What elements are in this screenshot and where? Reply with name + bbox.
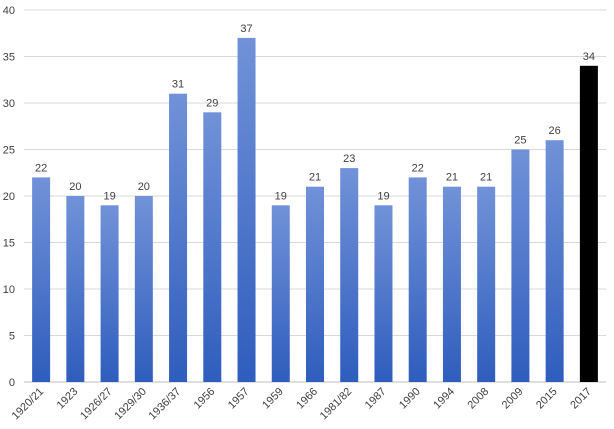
data-label: 19 <box>377 190 389 202</box>
y-tick-label: 25 <box>3 145 15 157</box>
x-tick-label: 1920/21 <box>10 386 47 423</box>
x-tick-label: 1926/27 <box>78 386 115 423</box>
bar-1994 <box>442 186 461 382</box>
y-tick-label: 5 <box>9 331 15 343</box>
bars <box>32 37 598 383</box>
y-tick-label: 10 <box>3 284 15 296</box>
data-label: 19 <box>275 190 287 202</box>
bar-1956 <box>203 112 222 383</box>
x-tick-label: 1957 <box>226 386 252 412</box>
x-tick-label: 1929/30 <box>112 386 149 423</box>
data-label: 25 <box>514 135 526 147</box>
x-tick-label: 1990 <box>397 386 423 412</box>
x-tick-label: 1966 <box>294 386 320 412</box>
x-tick-label: 2017 <box>568 386 594 412</box>
y-tick-label: 40 <box>3 5 15 17</box>
bar-1966 <box>306 186 324 382</box>
y-axis-ticks: 0 5 10 15 20 25 30 35 40 <box>3 5 15 389</box>
data-label: 34 <box>583 51 595 63</box>
x-tick-label: 1923 <box>55 386 81 412</box>
y-tick-label: 15 <box>3 238 15 250</box>
bar-2008 <box>477 186 496 382</box>
data-label: 23 <box>343 153 355 165</box>
data-label: 29 <box>206 97 218 109</box>
x-tick-label: 1994 <box>431 386 457 412</box>
data-label: 21 <box>446 172 458 184</box>
bar-1987 <box>374 205 393 382</box>
y-tick-label: 30 <box>3 98 15 110</box>
data-label: 26 <box>549 125 561 137</box>
y-tick-label: 20 <box>3 191 15 203</box>
bar-1936/37 <box>169 93 188 382</box>
x-tick-label: 1959 <box>260 386 286 412</box>
bar-1929/30 <box>134 196 153 382</box>
data-label: 21 <box>480 172 492 184</box>
data-label: 20 <box>69 181 81 193</box>
data-label: 20 <box>138 181 150 193</box>
x-tick-label: 1981/82 <box>318 386 355 423</box>
x-tick-label: 1956 <box>192 386 218 412</box>
x-tick-label: 2008 <box>465 386 491 412</box>
data-label: 22 <box>35 162 47 174</box>
bar-1981/82 <box>340 168 359 382</box>
bar-1920/21 <box>32 177 51 382</box>
bar-2009 <box>511 149 530 382</box>
data-label: 19 <box>103 190 115 202</box>
x-tick-label: 1936/37 <box>147 386 184 423</box>
x-tick-label: 2009 <box>500 386 526 412</box>
y-tick-label: 0 <box>9 377 15 389</box>
bar-1959 <box>271 205 290 382</box>
data-labels: 22 20 19 20 31 29 37 19 21 23 19 22 21 21 25 26 34 <box>35 23 595 202</box>
data-label: 21 <box>309 172 321 184</box>
x-tick-label: 2015 <box>534 386 560 412</box>
data-label: 37 <box>240 23 252 35</box>
bar-2017 <box>579 65 598 383</box>
bar-2015 <box>545 140 564 382</box>
bar-1923 <box>66 196 85 382</box>
x-tick-label: 1987 <box>363 386 389 412</box>
bar-1990 <box>408 177 427 382</box>
y-tick-label: 35 <box>3 52 15 64</box>
data-label: 31 <box>172 79 184 91</box>
bar-1926/27 <box>100 205 119 382</box>
data-label: 22 <box>412 162 424 174</box>
bar-1957 <box>237 37 256 383</box>
